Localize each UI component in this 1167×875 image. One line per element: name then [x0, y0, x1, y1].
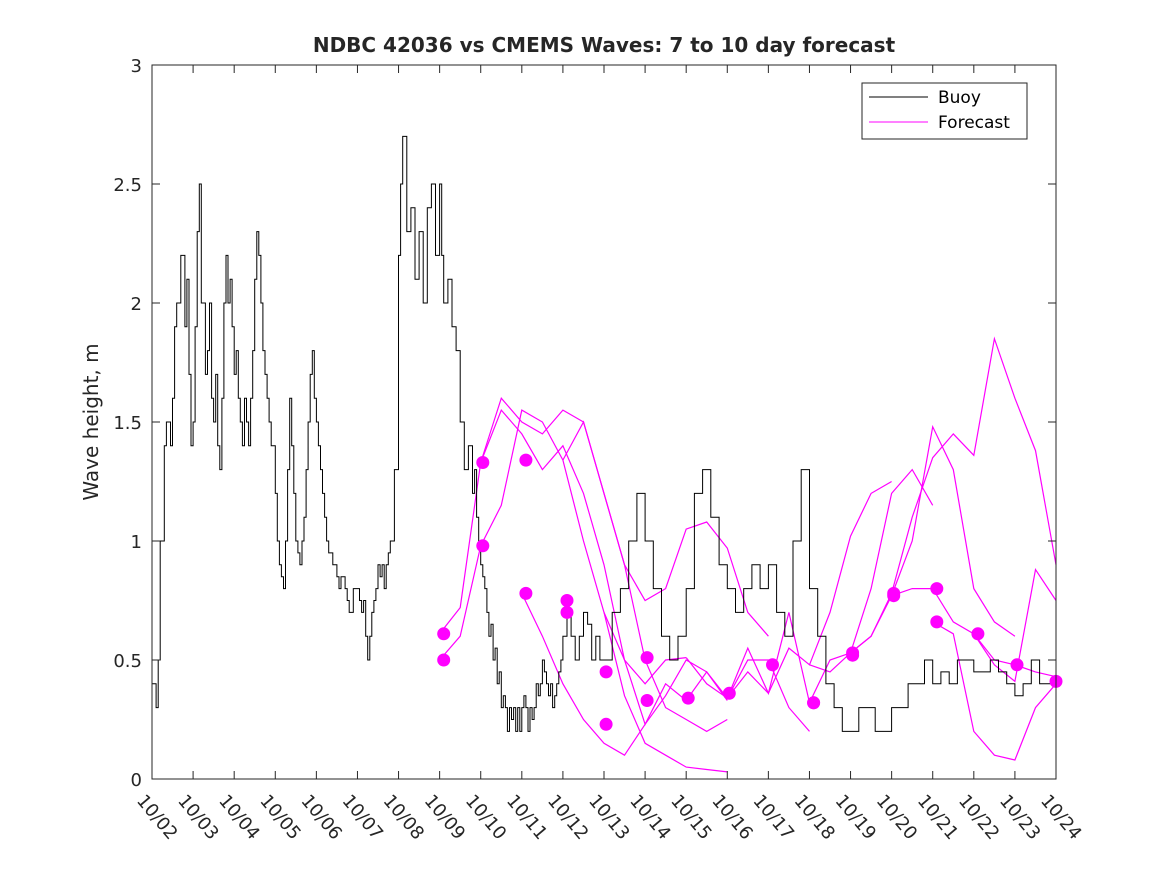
- forecast-marker: [722, 686, 736, 700]
- forecast-line-7: [685, 480, 892, 699]
- forecast-marker: [476, 456, 490, 469]
- chart-title: NDBC 42036 vs CMEMS Waves: 7 to 10 day f…: [313, 33, 896, 57]
- forecast-marker: [930, 582, 944, 596]
- forecast-line-6: [603, 612, 810, 732]
- y-tick-label: 0: [131, 770, 142, 791]
- legend-buoy-label: Buoy: [938, 88, 981, 108]
- forecast-marker: [1010, 658, 1024, 672]
- y-tick-label: 3: [131, 56, 142, 77]
- forecast-marker: [437, 653, 451, 667]
- forecast-marker: [681, 691, 695, 705]
- forecast-marker: [807, 696, 821, 710]
- forecast-marker: [560, 605, 574, 619]
- forecast-marker: [766, 658, 779, 672]
- buoy-series-group: [152, 135, 1057, 732]
- forecast-marker: [640, 651, 654, 665]
- forecast-line-9: [809, 424, 1016, 673]
- forecast-marker: [846, 648, 860, 662]
- y-ticks-group: 0 0.5 1 1.5 2 2.5 3: [113, 56, 1056, 791]
- y-tick-label: 2.5: [113, 175, 142, 196]
- forecast-marker: [640, 694, 654, 707]
- forecast-line-1: [439, 409, 728, 773]
- forecast-marker: [519, 453, 533, 467]
- legend-forecast-label: Forecast: [938, 113, 1010, 133]
- legend-box: [861, 82, 1028, 140]
- forecast-marker: [971, 627, 985, 641]
- forecast-marker: [437, 627, 451, 641]
- forecast-marker: [560, 594, 574, 607]
- y-tick-label: 1.5: [113, 413, 142, 434]
- y-axis-label: Wave height, m: [79, 343, 103, 500]
- y-tick-label: 1: [131, 532, 142, 553]
- forecast-line-5: [562, 420, 769, 637]
- forecast-marker: [887, 589, 901, 603]
- y-tick-label: 0.5: [113, 651, 142, 672]
- forecast-line-13: [973, 568, 1057, 683]
- y-tick-label: 2: [131, 294, 142, 315]
- forecast-markers-group: [437, 453, 1063, 731]
- forecast-marker: [930, 615, 944, 629]
- forecast-line-4: [521, 593, 728, 757]
- buoy-line: [152, 135, 1057, 732]
- forecast-marker: [599, 665, 613, 679]
- forecast-line-8: [726, 468, 934, 705]
- forecast-marker: [476, 539, 490, 553]
- legend: Buoy Forecast: [861, 82, 1028, 140]
- forecast-line-10: [850, 336, 1057, 654]
- forecast-marker: [519, 586, 533, 600]
- forecast-marker: [599, 717, 613, 731]
- forecast-line-12: [932, 621, 1057, 761]
